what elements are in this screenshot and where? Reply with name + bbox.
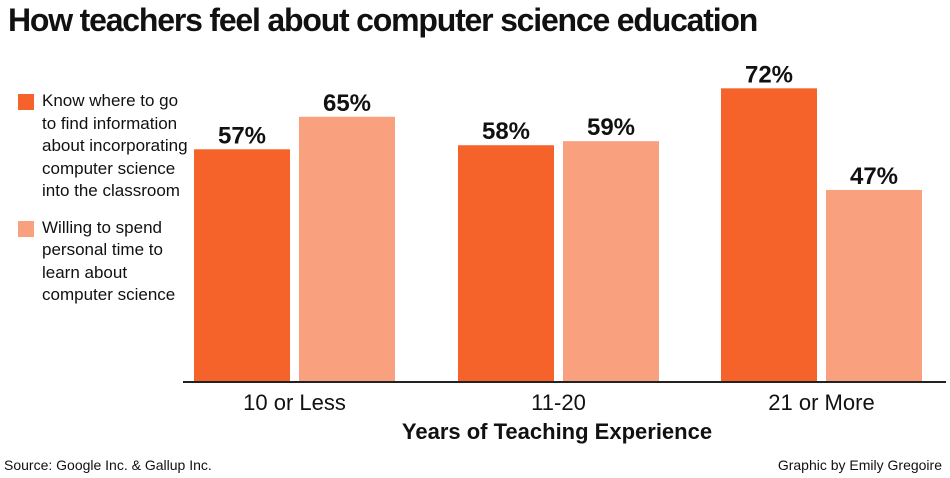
data-label-series1-1: 58% (482, 118, 530, 145)
x-axis-title: Years of Teaching Experience (402, 419, 712, 444)
legend-item-know-where: Know where to go to find information abo… (14, 90, 194, 203)
legend-item-willing: Willing to spend personal time to learn … (14, 217, 194, 307)
data-label-series2-0: 65% (323, 90, 371, 117)
legend-swatch-willing (18, 220, 34, 237)
data-label-series1-0: 57% (218, 122, 266, 149)
bar-series2-2 (826, 189, 922, 381)
credit-note: Graphic by Emily Gregoire (777, 457, 942, 473)
legend-label-know-where: Know where to go to find information abo… (42, 91, 188, 200)
bar-series2-1 (563, 141, 659, 381)
bar-series1-1 (458, 145, 554, 381)
data-label-series1-2: 72% (745, 61, 793, 88)
legend-label-willing: Willing to spend personal time to learn … (42, 217, 176, 305)
bar-series1-0 (194, 149, 290, 381)
data-label-series2-1: 59% (587, 114, 635, 141)
legend: Know where to go to find information abo… (14, 90, 194, 321)
chart-title: How teachers feel about computer science… (8, 2, 758, 38)
legend-swatch-know-where (18, 94, 34, 110)
bar-series2-0 (299, 116, 395, 382)
x-tick-label-1: 11-20 (531, 390, 586, 415)
source-note: Source: Google Inc. & Gallup Inc. (4, 457, 212, 473)
bar-series1-2 (721, 88, 817, 381)
x-tick-label-0: 10 or Less (243, 390, 346, 415)
x-tick-label-2: 21 or More (768, 390, 874, 415)
data-label-series2-2: 47% (850, 163, 898, 190)
